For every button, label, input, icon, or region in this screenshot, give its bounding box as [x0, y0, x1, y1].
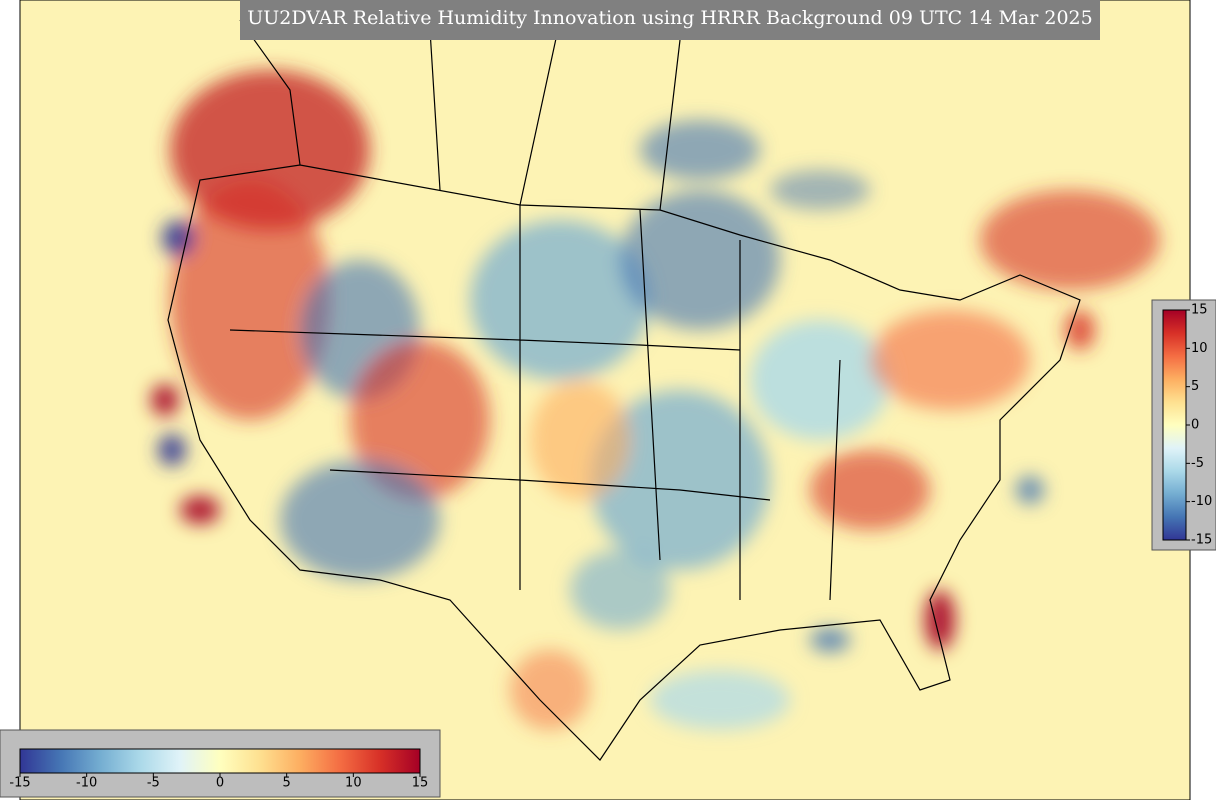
colorbar-tick-label: 10	[345, 776, 362, 791]
title-box	[240, 0, 1100, 40]
colorbar-tick-label: -10	[76, 776, 97, 791]
colorbar-tick-label: 5	[283, 776, 291, 791]
colorbar-tick-label: 0	[216, 776, 224, 791]
colorbar-tick-label: 0	[1191, 418, 1199, 433]
colorbar-horizontal: -15 -10 -5 0 5 10 15	[0, 729, 441, 798]
colorbar-tick-label: 15	[412, 776, 429, 791]
colorbar-tick-label: -10	[1191, 494, 1212, 509]
colorbar-tick-label: -5	[1191, 456, 1204, 471]
map-title: UU2DVAR Relative Humidity Innovation usi…	[247, 7, 1092, 29]
colorbar-gradient	[19, 748, 421, 774]
colorbar-gradient	[1162, 309, 1187, 541]
map-field	[19, 0, 1191, 800]
colorbar-vertical: -15 -10 -5 0 5 10 15	[1151, 299, 1216, 551]
colorbar-tick-label: 5	[1191, 379, 1199, 394]
boundaries	[167, 19, 1081, 761]
colorbar-tick-label: -15	[9, 776, 30, 791]
colorbar-tick-label: -5	[147, 776, 160, 791]
colorbar-tick-label: -15	[1191, 533, 1212, 548]
colorbar-tick-label: 10	[1191, 341, 1208, 356]
colorbar-tick-label: 15	[1191, 303, 1208, 318]
